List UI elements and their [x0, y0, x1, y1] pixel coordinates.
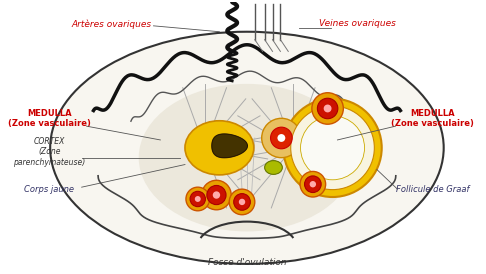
Circle shape — [261, 118, 301, 158]
Text: Corps jaune: Corps jaune — [24, 185, 74, 194]
Text: Artères ovariques: Artères ovariques — [71, 19, 151, 28]
Circle shape — [207, 185, 226, 205]
Text: Follicule de Graaf: Follicule de Graaf — [396, 185, 469, 194]
Circle shape — [300, 116, 364, 180]
Circle shape — [202, 180, 231, 210]
Circle shape — [324, 105, 331, 112]
Ellipse shape — [222, 138, 253, 158]
Text: Veines ovariques: Veines ovariques — [319, 19, 396, 28]
Circle shape — [239, 199, 245, 205]
Polygon shape — [212, 134, 247, 158]
Circle shape — [278, 134, 285, 142]
Text: MEDULLA
(Zone vasculaire): MEDULLA (Zone vasculaire) — [391, 109, 474, 128]
Ellipse shape — [50, 32, 444, 264]
Ellipse shape — [139, 84, 355, 232]
Circle shape — [283, 99, 382, 197]
Circle shape — [300, 172, 326, 197]
Ellipse shape — [197, 127, 224, 145]
Ellipse shape — [265, 161, 282, 174]
Circle shape — [190, 191, 206, 207]
Ellipse shape — [215, 151, 242, 169]
Ellipse shape — [185, 121, 254, 175]
Circle shape — [291, 106, 374, 190]
Circle shape — [195, 196, 201, 202]
Ellipse shape — [188, 139, 216, 157]
Circle shape — [312, 93, 343, 124]
Text: Fosse d'ovulation: Fosse d'ovulation — [208, 258, 286, 267]
Circle shape — [229, 189, 255, 215]
Circle shape — [317, 98, 338, 119]
Circle shape — [305, 176, 321, 193]
Circle shape — [234, 194, 250, 210]
Circle shape — [213, 191, 220, 199]
Ellipse shape — [198, 152, 223, 168]
Text: MEDULLA
(Zone vasculaire): MEDULLA (Zone vasculaire) — [8, 109, 90, 128]
Circle shape — [186, 187, 209, 211]
Ellipse shape — [216, 128, 241, 144]
Circle shape — [271, 127, 292, 149]
Text: CORTEX
(Zone
parenchymateuse): CORTEX (Zone parenchymateuse) — [13, 137, 86, 167]
Circle shape — [310, 181, 316, 187]
